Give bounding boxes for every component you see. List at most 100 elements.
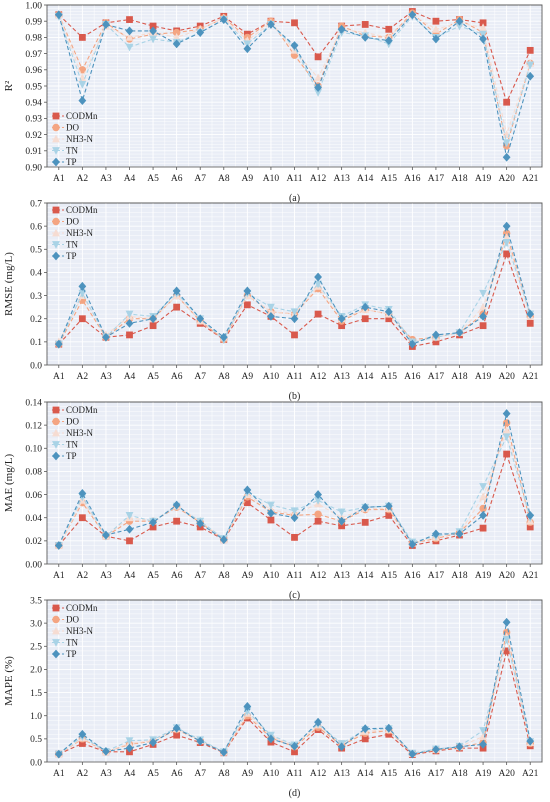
- data-point: [267, 20, 275, 29]
- data-point: [314, 83, 322, 93]
- data-point: [314, 517, 322, 525]
- legend-item: CODMn: [52, 111, 98, 121]
- data-point: [102, 20, 110, 29]
- legend-item: TP: [52, 157, 77, 167]
- chart-panel: 0.0 0.1 0.2 0.3 0.4 0.5 0.6 0.7 A1 A2 A3 A4 A5 A6 A7 A8…: [3, 199, 543, 402]
- x-tick-label: A8: [218, 372, 230, 382]
- legend-item: TN: [52, 440, 78, 450]
- x-tick-label: A20: [498, 174, 515, 184]
- data-point: [502, 635, 511, 644]
- x-tick-label: A13: [333, 571, 350, 581]
- x-tick-label: A14: [357, 571, 374, 581]
- x-tick-label: A5: [147, 372, 159, 382]
- data-point: [78, 34, 86, 41]
- legend-label: TP: [66, 451, 77, 461]
- data-point: [125, 743, 134, 753]
- legend-item: NH3-N: [52, 428, 93, 438]
- x-tick-label: A7: [194, 769, 206, 779]
- y-tick-label: 0.5: [30, 246, 42, 256]
- data-point: [149, 314, 157, 324]
- y-tick-label: 2.0: [30, 666, 42, 676]
- data-point: [78, 80, 87, 89]
- data-point: [503, 647, 511, 655]
- y-tick-label: 0.90: [25, 163, 42, 173]
- data-point: [361, 518, 369, 526]
- data-point: [361, 33, 370, 42]
- data-point: [219, 332, 228, 342]
- data-point: [149, 738, 157, 747]
- x-tick-label: A19: [475, 174, 492, 184]
- x-tick-label: A16: [404, 372, 421, 382]
- data-point: [54, 339, 63, 349]
- data-point: [455, 742, 464, 752]
- data-point: [54, 10, 63, 20]
- x-tick-label: A7: [194, 571, 206, 581]
- data-point: [432, 529, 440, 539]
- x-tick-label: A10: [263, 571, 280, 581]
- data-point: [172, 33, 181, 41]
- y-axis-label: RMSE (mg/L): [3, 252, 15, 316]
- data-point: [432, 24, 440, 33]
- y-tick-label: 0.04: [25, 514, 42, 524]
- x-tick-label: A7: [194, 174, 206, 184]
- legend-item: DO: [52, 615, 79, 625]
- data-point: [526, 523, 534, 531]
- data-point: [243, 485, 252, 495]
- x-tick-label: A3: [100, 769, 112, 779]
- data-point: [102, 530, 110, 540]
- x-tick-label: A18: [451, 174, 468, 184]
- x-tick-label: A2: [77, 174, 89, 184]
- legend-marker: [52, 206, 60, 214]
- data-point: [337, 314, 346, 324]
- x-tick-label: A11: [286, 769, 302, 779]
- legend-marker: [52, 639, 60, 647]
- y-tick-label: 0.00: [25, 560, 42, 570]
- data-point: [314, 496, 322, 505]
- x-tick-label: A1: [53, 571, 65, 581]
- data-point: [314, 272, 322, 282]
- data-point: [314, 310, 322, 318]
- legend-label: NH3-N: [66, 428, 93, 438]
- series-line: [58, 435, 531, 546]
- data-point: [243, 286, 252, 296]
- data-point: [479, 302, 487, 311]
- data-point: [361, 735, 369, 743]
- data-point: [126, 537, 133, 545]
- data-point: [219, 747, 228, 757]
- data-point: [267, 508, 275, 518]
- data-point: [479, 289, 487, 298]
- y-tick-label: 0.14: [25, 398, 42, 408]
- x-tick-label: A21: [522, 174, 539, 184]
- data-point: [361, 21, 369, 28]
- y-tick-label: 0.99: [25, 18, 42, 28]
- data-point: [314, 510, 322, 518]
- x-tick-label: A8: [218, 174, 230, 184]
- x-tick-label: A2: [77, 372, 89, 382]
- x-tick-label: A1: [53, 372, 65, 382]
- data-point: [173, 303, 181, 311]
- x-tick-label: A20: [498, 372, 515, 382]
- x-tick-label: A9: [242, 372, 254, 382]
- panel-caption: (a): [289, 193, 300, 204]
- data-point: [125, 26, 134, 36]
- legend-marker: [52, 451, 60, 461]
- legend-label: CODMn: [66, 205, 98, 215]
- chart-panel: 0.90 0.91 0.92 0.93 0.94 0.95 0.96 0.97 0.98 0.99…: [3, 1, 543, 204]
- x-tick-label: A13: [333, 372, 350, 382]
- data-point: [219, 535, 228, 545]
- legend-item: TN: [52, 146, 78, 156]
- legend-marker: [52, 123, 60, 132]
- data-point: [243, 499, 251, 507]
- x-tick-label: A3: [100, 174, 112, 184]
- series-line: [58, 622, 531, 755]
- legend-marker: [52, 228, 60, 237]
- data-point: [479, 322, 487, 330]
- data-point: [291, 748, 298, 756]
- data-point: [502, 152, 511, 162]
- data-point: [196, 28, 205, 37]
- x-tick-label: A8: [218, 769, 230, 779]
- legend-label: DO: [66, 123, 79, 133]
- data-point: [479, 524, 487, 532]
- legend-label: TN: [66, 440, 78, 450]
- data-point: [479, 34, 487, 44]
